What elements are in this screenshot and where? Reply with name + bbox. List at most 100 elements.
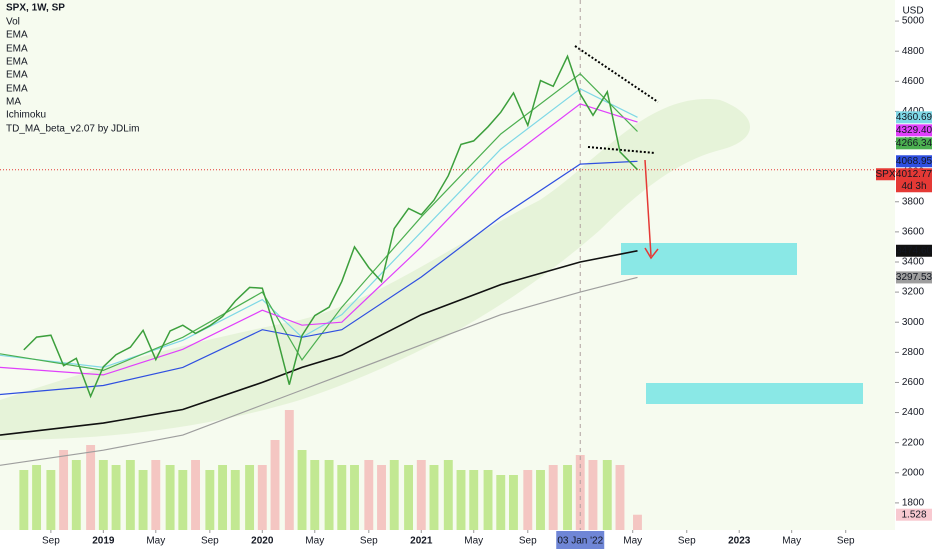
volume-bar: [230, 470, 240, 530]
volume-bar: [178, 470, 188, 530]
y-tick-label: 2600: [902, 377, 925, 388]
crosshair-label: 03 Jan '22: [557, 536, 603, 547]
price-tag-bg: [896, 155, 932, 168]
volume-bar: [151, 460, 161, 530]
x-tick-label: Sep: [201, 536, 219, 547]
volume-bar: [456, 470, 466, 530]
legend-item: EMA: [6, 84, 28, 95]
volume-bar: [218, 465, 228, 530]
x-tick-label: Sep: [42, 536, 60, 547]
volume-bar: [310, 460, 320, 530]
volume-bar: [483, 470, 493, 530]
time-axis: [0, 530, 895, 550]
currency-label: USD: [902, 6, 923, 17]
volume-bar: [416, 460, 426, 530]
symbol-tag-bg: [876, 168, 895, 181]
x-tick-label: May: [782, 536, 801, 547]
price-tag: 3297.53: [896, 272, 932, 283]
y-tick-label: 5000: [902, 16, 925, 27]
volume-bar: [19, 470, 29, 530]
trend-line: [587, 146, 656, 154]
legend-item: Vol: [6, 17, 20, 28]
volume-bar: [615, 465, 625, 530]
price-tag: 4266.34: [896, 138, 932, 149]
volume-bar: [71, 460, 81, 530]
y-tick-label: 4800: [902, 46, 925, 57]
y-tick-label: 3600: [902, 227, 925, 238]
x-tick-label: 2023: [728, 536, 751, 547]
volume-bar: [165, 465, 175, 530]
x-tick-label: Sep: [360, 536, 378, 547]
arrow: [644, 159, 652, 257]
volume-bar: [205, 470, 215, 530]
volume-bar: [575, 455, 585, 530]
price-tag: 4068.95: [896, 156, 932, 167]
y-tick-label: 1800: [902, 498, 925, 509]
y-tick-label: 2000: [902, 467, 925, 478]
indicator-line: [0, 276, 638, 466]
price-line: [23, 54, 639, 399]
volume-bar: [324, 460, 334, 530]
price-tag: 4360.69: [896, 112, 932, 123]
target-zone: [646, 383, 863, 404]
x-tick-label: May: [464, 536, 483, 547]
volume-bar: [443, 460, 453, 530]
volume-bar: [602, 460, 612, 530]
volume-bar: [257, 465, 267, 530]
volume-bar: [588, 460, 598, 530]
volume-bar: [523, 470, 533, 530]
y-tick-label: 3000: [902, 317, 925, 328]
arrow-head: [644, 247, 659, 260]
x-tick-label: 2021: [410, 536, 433, 547]
price-tag-bg: [896, 271, 932, 284]
legend-item: TD_MA_beta_v2.07 by JDLim: [6, 124, 139, 135]
volume-bar: [429, 465, 439, 530]
legend-item: EMA: [6, 30, 28, 41]
trend-line: [574, 45, 659, 103]
volume-bar: [404, 465, 414, 530]
price-tag: 3474.60: [896, 245, 932, 256]
y-tick-label: 2400: [902, 407, 925, 418]
price-tag-bg: [896, 168, 932, 193]
price-tag: 4329.40: [896, 125, 932, 136]
volume-bar: [46, 470, 56, 530]
volume-bar: [633, 514, 642, 530]
x-tick-label: May: [305, 536, 324, 547]
x-tick-label: May: [623, 536, 642, 547]
volume-bar: [270, 440, 280, 530]
volume-bar: [389, 460, 399, 530]
y-tick-label: 3400: [902, 257, 925, 268]
legend-item: EMA: [6, 57, 28, 68]
x-tick-label: 2020: [251, 536, 274, 547]
y-tick-label: 3800: [902, 196, 925, 207]
y-tick-label: 3200: [902, 287, 925, 298]
volume-bar: [509, 475, 518, 530]
volume-tag: 1.528: [901, 509, 926, 520]
volume-bar: [350, 465, 359, 530]
volume-bar: [337, 465, 347, 530]
volume-bar: [191, 460, 200, 530]
price-tag-bg: [896, 124, 932, 137]
volume-bar: [138, 470, 148, 530]
volume-bar: [284, 410, 294, 530]
volume-bar: [245, 465, 255, 530]
price-tag-bg: [896, 244, 932, 257]
volume-bar: [98, 460, 108, 530]
volume-bar: [496, 475, 506, 530]
indicator-line: [0, 250, 638, 436]
y-tick-label: 2800: [902, 347, 925, 358]
volume-bar: [536, 470, 545, 530]
volume-bar: [125, 460, 135, 530]
volume-bar: [32, 465, 42, 530]
price-tag-bg: [896, 111, 932, 124]
target-zone: [621, 243, 797, 275]
indicator-line: [0, 160, 638, 396]
indicator-line: [0, 103, 638, 376]
volume-bar: [86, 445, 96, 530]
price-tag: 4012.77: [896, 169, 932, 180]
price-tag-bg: [896, 137, 932, 150]
y-tick-label: 2200: [902, 437, 925, 448]
symbol-tag: SPX: [875, 169, 895, 180]
legend-item: EMA: [6, 70, 28, 81]
price-countdown: 4d 3h: [901, 181, 926, 192]
